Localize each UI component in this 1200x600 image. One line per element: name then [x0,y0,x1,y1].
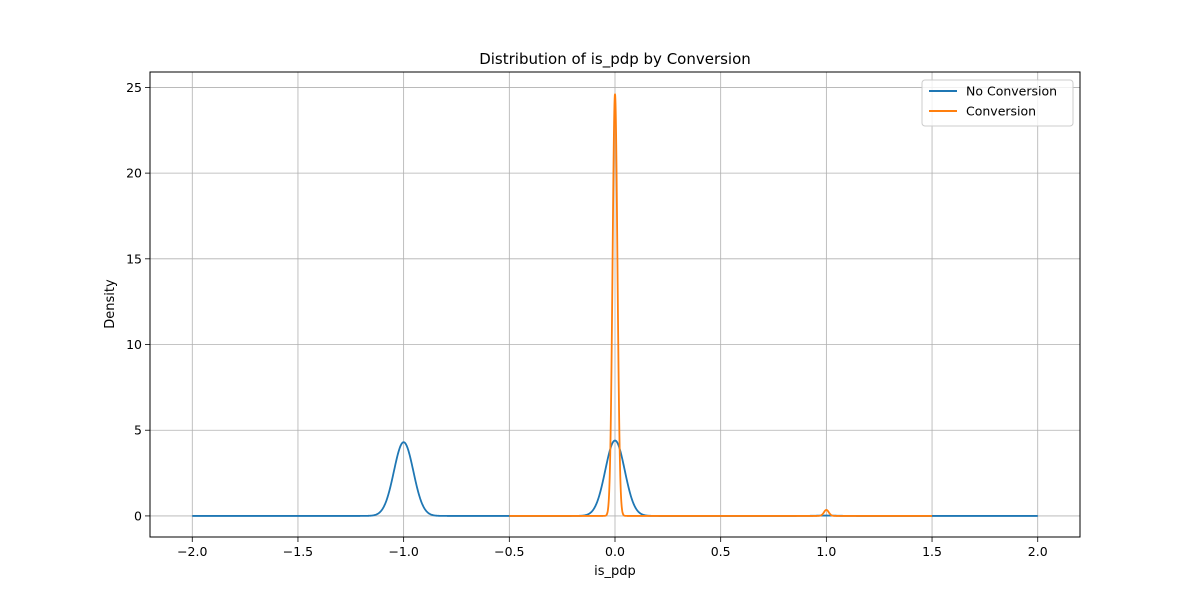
x-tick-label: 1.0 [816,544,836,559]
y-tick-label: 0 [134,508,142,523]
x-tick-label: 0.0 [605,544,625,559]
series-lines [191,93,1039,517]
y-tick-label: 10 [126,337,142,352]
legend-box [921,79,1074,127]
legend-label-no-conversion: No Conversion [966,84,1057,99]
y-axis-ticks: 0 5 10 15 20 25 [126,80,150,523]
x-tick-label: −2.0 [177,544,207,559]
x-tick-label: 2.0 [1028,544,1048,559]
legend: No Conversion Conversion [921,79,1074,127]
y-axis-label: Density [103,279,118,329]
y-tick-label: 5 [134,423,142,438]
x-tick-label: 1.5 [922,544,942,559]
x-axis-label: is_pdp [594,564,636,579]
legend-label-conversion: Conversion [966,104,1036,119]
y-tick-label: 15 [126,251,142,266]
x-tick-label: −1.0 [388,544,418,559]
chart-title: Distribution of is_pdp by Conversion [479,50,751,69]
series-line-conversion [508,93,933,517]
y-tick-label: 20 [126,166,142,181]
x-axis-ticks: −2.0 −1.5 −1.0 −0.5 0.0 0.5 1.0 1.5 2.0 [177,537,1048,559]
x-tick-label: −1.5 [283,544,313,559]
y-tick-label: 25 [126,80,142,95]
x-tick-label: −0.5 [494,544,524,559]
x-tick-label: 0.5 [711,544,731,559]
